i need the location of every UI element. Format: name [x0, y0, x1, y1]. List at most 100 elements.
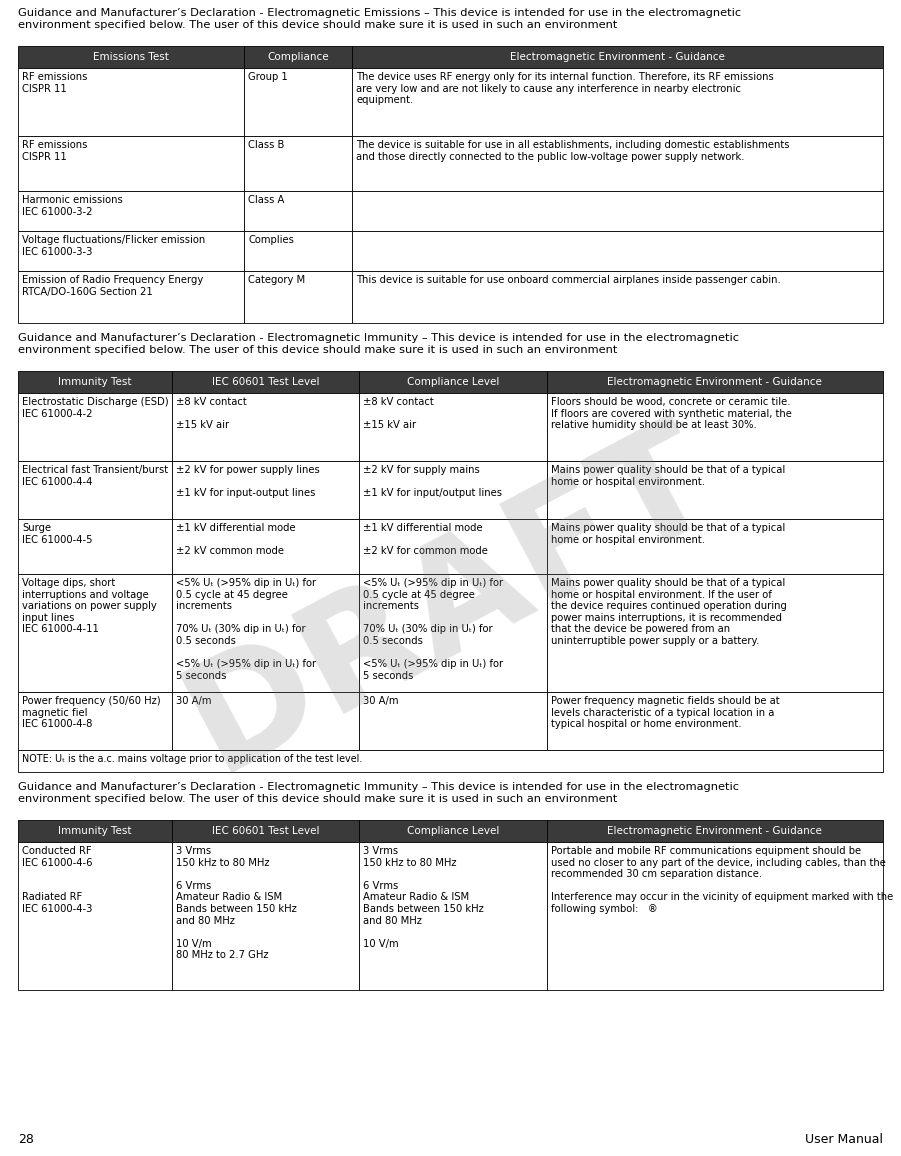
Text: Group 1: Group 1: [248, 72, 287, 82]
Bar: [547, 461, 883, 519]
Text: Immunity Test: Immunity Test: [58, 377, 132, 387]
Text: Complies: Complies: [248, 235, 294, 245]
Bar: [18, 842, 171, 990]
Bar: [171, 842, 359, 990]
Bar: [244, 231, 352, 271]
Bar: [359, 842, 547, 990]
Text: Compliance Level: Compliance Level: [407, 377, 499, 387]
Text: Compliance Level: Compliance Level: [407, 827, 499, 836]
Text: Category M: Category M: [248, 275, 305, 286]
Bar: [18, 191, 244, 231]
Bar: [359, 575, 547, 692]
Text: IEC 60601 Test Level: IEC 60601 Test Level: [212, 377, 319, 387]
Text: Guidance and Manufacturer’s Declaration - Electromagnetic Immunity – This device: Guidance and Manufacturer’s Declaration …: [18, 781, 739, 803]
Bar: [547, 820, 883, 842]
Bar: [352, 271, 883, 323]
Text: Electromagnetic Environment - Guidance: Electromagnetic Environment - Guidance: [607, 377, 823, 387]
Text: ±1 kV differential mode

±2 kV for common mode: ±1 kV differential mode ±2 kV for common…: [363, 523, 488, 556]
Bar: [171, 692, 359, 750]
Text: Harmonic emissions
IEC 61000-3-2: Harmonic emissions IEC 61000-3-2: [22, 195, 123, 216]
Text: User Manual: User Manual: [805, 1133, 883, 1146]
Text: RF emissions
CISPR 11: RF emissions CISPR 11: [22, 72, 87, 94]
Bar: [547, 842, 883, 990]
Text: Surge
IEC 61000-4-5: Surge IEC 61000-4-5: [22, 523, 93, 544]
Bar: [352, 191, 883, 231]
Bar: [18, 231, 244, 271]
Text: 3 Vrms
150 kHz to 80 MHz

6 Vrms
Amateur Radio & ISM
Bands between 150 kHz
and 8: 3 Vrms 150 kHz to 80 MHz 6 Vrms Amateur …: [363, 846, 484, 949]
Bar: [18, 136, 244, 191]
Bar: [171, 371, 359, 393]
Bar: [547, 692, 883, 750]
Text: <5% Uₜ (>95% dip in Uₜ) for
0.5 cycle at 45 degree
increments

70% Uₜ (30% dip i: <5% Uₜ (>95% dip in Uₜ) for 0.5 cycle at…: [176, 578, 315, 681]
Bar: [359, 519, 547, 575]
Bar: [18, 271, 244, 323]
Text: The device is suitable for use in all establishments, including domestic establi: The device is suitable for use in all es…: [356, 140, 789, 162]
Text: ±2 kV for power supply lines

±1 kV for input-output lines: ±2 kV for power supply lines ±1 kV for i…: [176, 465, 319, 498]
Bar: [352, 68, 883, 136]
Bar: [547, 519, 883, 575]
Bar: [359, 393, 547, 461]
Text: Guidance and Manufacturer’s Declaration - Electromagnetic Immunity – This device: Guidance and Manufacturer’s Declaration …: [18, 333, 739, 355]
Bar: [18, 46, 244, 68]
Text: ±2 kV for supply mains

±1 kV for input/output lines: ±2 kV for supply mains ±1 kV for input/o…: [363, 465, 502, 498]
Bar: [244, 46, 352, 68]
Text: 30 A/m: 30 A/m: [363, 696, 398, 706]
Text: Emissions Test: Emissions Test: [93, 52, 169, 62]
Text: Emission of Radio Frequency Energy
RTCA/DO-160G Section 21: Emission of Radio Frequency Energy RTCA/…: [22, 275, 204, 297]
Bar: [359, 692, 547, 750]
Text: Power frequency magnetic fields should be at
levels characteristic of a typical : Power frequency magnetic fields should b…: [551, 696, 779, 729]
Text: Class A: Class A: [248, 195, 285, 205]
Bar: [352, 136, 883, 191]
Bar: [18, 68, 244, 136]
Bar: [352, 46, 883, 68]
Text: This device is suitable for use onboard commercial airplanes inside passenger ca: This device is suitable for use onboard …: [356, 275, 781, 286]
Text: IEC 60601 Test Level: IEC 60601 Test Level: [212, 827, 319, 836]
Text: Mains power quality should be that of a typical
home or hospital environment.: Mains power quality should be that of a …: [551, 523, 785, 544]
Text: RF emissions
CISPR 11: RF emissions CISPR 11: [22, 140, 87, 162]
Text: Portable and mobile RF communications equipment should be
used no closer to any : Portable and mobile RF communications eq…: [551, 846, 893, 914]
Bar: [171, 820, 359, 842]
Bar: [244, 68, 352, 136]
Text: Power frequency (50/60 Hz)
magnetic fiel
IEC 61000-4-8: Power frequency (50/60 Hz) magnetic fiel…: [22, 696, 160, 729]
Bar: [18, 692, 171, 750]
Bar: [359, 820, 547, 842]
Bar: [547, 575, 883, 692]
Bar: [359, 371, 547, 393]
Bar: [18, 820, 171, 842]
Bar: [244, 191, 352, 231]
Text: 28: 28: [18, 1133, 34, 1146]
Text: Voltage dips, short
interruptions and voltage
variations on power supply
input l: Voltage dips, short interruptions and vo…: [22, 578, 157, 635]
Bar: [18, 461, 171, 519]
Text: ±8 kV contact

±15 kV air: ±8 kV contact ±15 kV air: [363, 397, 434, 430]
Bar: [171, 519, 359, 575]
Bar: [18, 750, 883, 772]
Text: The device uses RF energy only for its internal function. Therefore, its RF emis: The device uses RF energy only for its i…: [356, 72, 774, 105]
Bar: [18, 575, 171, 692]
Text: Mains power quality should be that of a typical
home or hospital environment.: Mains power quality should be that of a …: [551, 465, 785, 487]
Bar: [18, 371, 171, 393]
Bar: [352, 231, 883, 271]
Text: Immunity Test: Immunity Test: [58, 827, 132, 836]
Bar: [547, 371, 883, 393]
Text: Mains power quality should be that of a typical
home or hospital environment. If: Mains power quality should be that of a …: [551, 578, 787, 646]
Bar: [244, 136, 352, 191]
Bar: [18, 393, 171, 461]
Bar: [359, 461, 547, 519]
Text: Electromagnetic Environment - Guidance: Electromagnetic Environment - Guidance: [510, 52, 725, 62]
Text: ±1 kV differential mode

±2 kV common mode: ±1 kV differential mode ±2 kV common mod…: [176, 523, 296, 556]
Text: 30 A/m: 30 A/m: [176, 696, 211, 706]
Text: Guidance and Manufacturer’s Declaration - Electromagnetic Emissions – This devic: Guidance and Manufacturer’s Declaration …: [18, 8, 742, 30]
Text: Electrical fast Transient/burst
IEC 61000-4-4: Electrical fast Transient/burst IEC 6100…: [22, 465, 168, 487]
Text: Class B: Class B: [248, 140, 285, 150]
Bar: [171, 575, 359, 692]
Bar: [171, 393, 359, 461]
Text: ±8 kV contact

±15 kV air: ±8 kV contact ±15 kV air: [176, 397, 246, 430]
Text: NOTE: Uₜ is the a.c. mains voltage prior to application of the test level.: NOTE: Uₜ is the a.c. mains voltage prior…: [22, 754, 362, 764]
Bar: [171, 461, 359, 519]
Bar: [18, 519, 171, 575]
Text: Compliance: Compliance: [268, 52, 329, 62]
Text: Voltage fluctuations/Flicker emission
IEC 61000-3-3: Voltage fluctuations/Flicker emission IE…: [22, 235, 205, 257]
Text: DRAFT: DRAFT: [163, 401, 738, 801]
Bar: [244, 271, 352, 323]
Text: 3 Vrms
150 kHz to 80 MHz

6 Vrms
Amateur Radio & ISM
Bands between 150 kHz
and 8: 3 Vrms 150 kHz to 80 MHz 6 Vrms Amateur …: [176, 846, 296, 961]
